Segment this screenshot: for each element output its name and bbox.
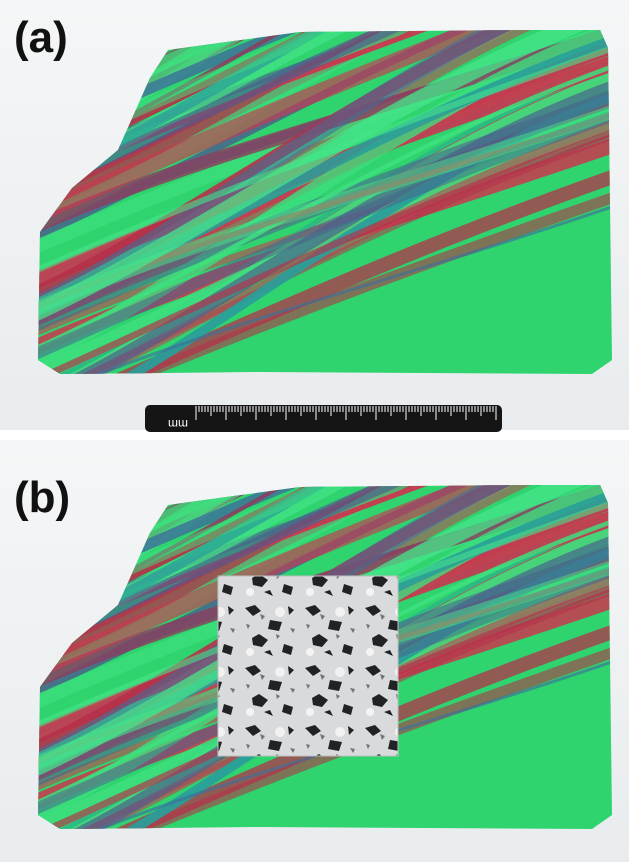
granite-sample <box>218 576 398 756</box>
panel-label: (b) <box>14 473 70 522</box>
scale-unit: mm <box>168 417 188 431</box>
figure: mm (a) (b) <box>0 0 629 862</box>
panel-label: (a) <box>14 13 68 62</box>
